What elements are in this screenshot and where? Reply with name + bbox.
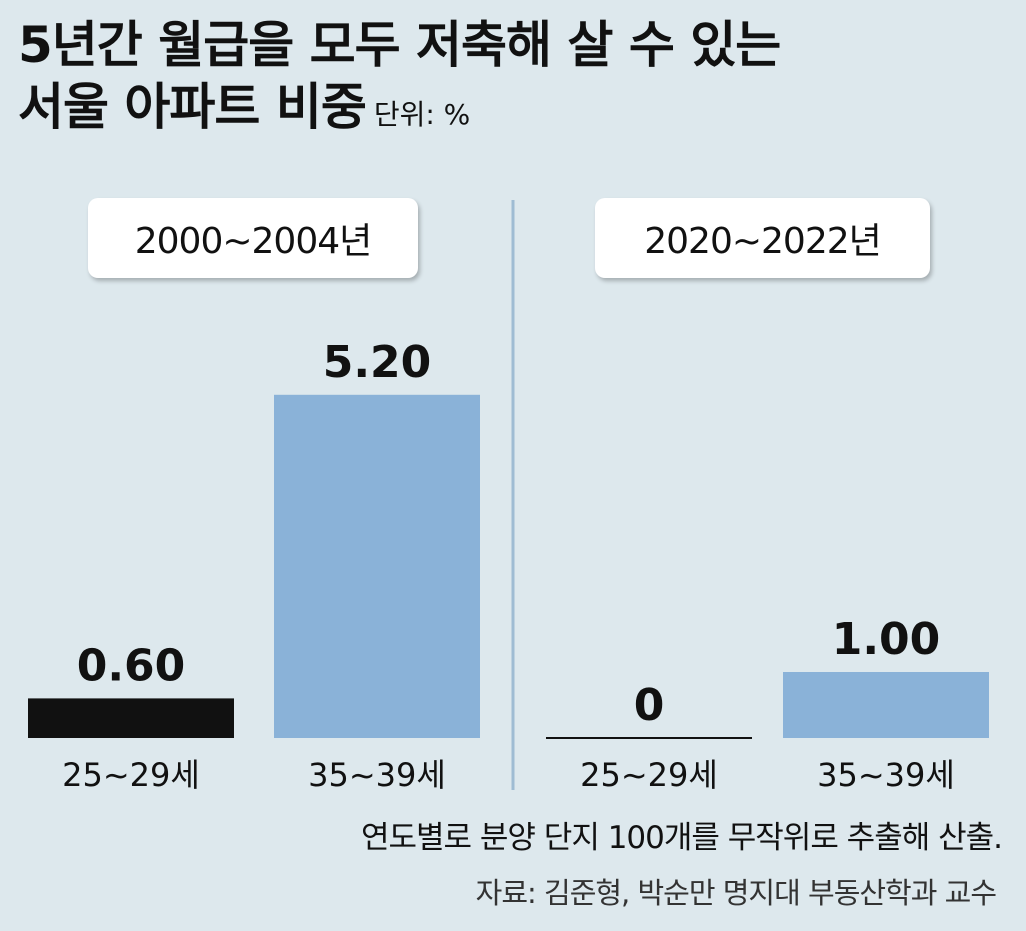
source-text: 자료: 김준형, 박순만 명지대 부동산학과 교수: [475, 876, 997, 910]
category-label-1-2: 35~39세: [308, 756, 446, 794]
category-label-2-1: 25~29세: [580, 756, 718, 794]
data-label-2-1: 0: [634, 680, 665, 731]
note-text: 연도별로 분양 단지 100개를 무작위로 추출해 산출.: [360, 820, 1003, 856]
data-label-1-1: 0.60: [77, 640, 186, 691]
bar-2-2: [783, 672, 989, 738]
period-label-left: 2000~2004년: [88, 198, 418, 278]
category-label-1-1: 25~29세: [62, 756, 200, 794]
title-line-2: 서울 아파트 비중 단위: %: [18, 76, 1008, 146]
title-line-2-text: 서울 아파트 비중: [18, 78, 367, 136]
data-label-1-2: 5.20: [323, 337, 432, 388]
title-line-1: 5년간 월급을 모두 저축해 살 수 있는: [18, 16, 781, 74]
bar-1-2: [274, 394, 480, 738]
bar-1-1: [28, 698, 234, 738]
unit-label: 단위: %: [373, 98, 471, 131]
data-label-2-2: 1.00: [832, 614, 941, 665]
period-label-right: 2020~2022년: [595, 198, 930, 278]
category-label-2-2: 35~39세: [817, 756, 955, 794]
chart-title: 5년간 월급을 모두 저축해 살 수 있는 서울 아파트 비중 단위: %: [18, 14, 1008, 146]
